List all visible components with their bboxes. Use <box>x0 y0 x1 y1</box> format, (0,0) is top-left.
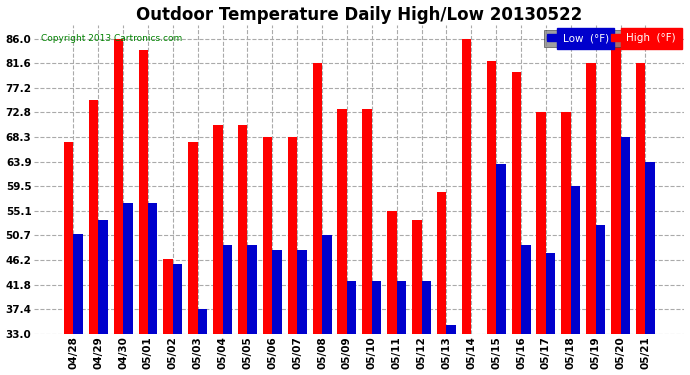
Bar <box>238 125 248 375</box>
Bar <box>273 251 282 375</box>
Bar <box>337 108 347 375</box>
Bar <box>64 142 73 375</box>
Bar <box>586 63 595 375</box>
Title: Outdoor Temperature Daily High/Low 20130522: Outdoor Temperature Daily High/Low 20130… <box>136 6 582 24</box>
Bar <box>620 138 630 375</box>
Bar <box>387 211 397 375</box>
Bar <box>123 203 132 375</box>
Bar <box>372 281 382 375</box>
Bar <box>198 309 207 375</box>
Bar <box>546 253 555 375</box>
Bar <box>537 112 546 375</box>
Bar <box>595 225 605 375</box>
Bar <box>213 125 223 375</box>
Bar <box>562 112 571 375</box>
Legend: Low  (°F), High  (°F): Low (°F), High (°F) <box>544 30 679 46</box>
Bar <box>397 281 406 375</box>
Bar <box>645 162 655 375</box>
Bar <box>521 245 531 375</box>
Bar <box>114 39 123 375</box>
Bar <box>89 100 98 375</box>
Bar <box>248 245 257 375</box>
Text: Copyright 2013 Cartronics.com: Copyright 2013 Cartronics.com <box>41 34 182 44</box>
Bar <box>636 63 645 375</box>
Bar <box>362 108 372 375</box>
Bar <box>263 138 273 375</box>
Bar <box>73 234 83 375</box>
Bar <box>486 61 496 375</box>
Bar <box>412 220 422 375</box>
Bar <box>511 72 521 375</box>
Bar <box>172 264 182 375</box>
Bar <box>496 164 506 375</box>
Bar <box>471 334 481 375</box>
Bar <box>297 251 306 375</box>
Bar <box>188 142 198 375</box>
Bar <box>322 236 331 375</box>
Bar <box>223 245 232 375</box>
Bar <box>313 63 322 375</box>
Bar <box>139 50 148 375</box>
Bar <box>164 259 172 375</box>
Bar <box>462 39 471 375</box>
Bar <box>98 220 108 375</box>
Bar <box>148 203 157 375</box>
Bar <box>288 138 297 375</box>
Bar <box>571 186 580 375</box>
Bar <box>422 281 431 375</box>
Bar <box>437 192 446 375</box>
Bar <box>611 39 620 375</box>
Bar <box>347 281 357 375</box>
Bar <box>446 326 456 375</box>
